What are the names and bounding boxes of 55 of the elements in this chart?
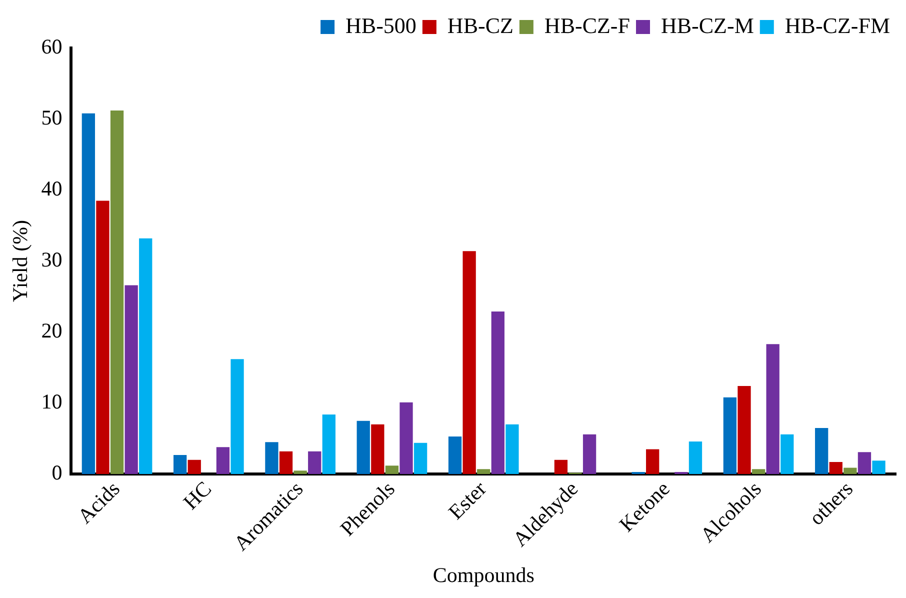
- bar: [400, 402, 413, 474]
- bar: [844, 468, 857, 474]
- y-tick-label: 10: [41, 390, 62, 414]
- y-axis-title: Yield (%): [8, 220, 32, 302]
- y-tick-label: 30: [41, 248, 62, 272]
- bar: [506, 424, 519, 474]
- bar: [414, 442, 428, 474]
- bar: [491, 311, 504, 474]
- bar: [829, 462, 842, 474]
- y-tick-label: 60: [41, 34, 62, 59]
- bar: [858, 452, 872, 474]
- bar: [646, 449, 660, 474]
- bar: [738, 386, 751, 474]
- x-axis-title: Compounds: [432, 562, 534, 587]
- bar: [265, 442, 278, 474]
- bar: [688, 441, 702, 474]
- bar: [582, 434, 596, 474]
- bar: [780, 434, 794, 474]
- bar: [554, 460, 568, 474]
- y-tick-label: 20: [41, 318, 62, 343]
- bar: [723, 397, 737, 474]
- bar: [322, 414, 336, 474]
- y-tick-label: 40: [41, 176, 62, 201]
- bar: [216, 447, 230, 474]
- bar: [632, 472, 645, 474]
- y-tick-label: 50: [41, 106, 62, 130]
- x-tick-label: HC: [178, 476, 216, 514]
- bar: [356, 420, 370, 474]
- bar: [188, 460, 201, 474]
- bar: [385, 466, 399, 474]
- bar: [752, 469, 766, 474]
- legend-label: HB-CZ: [447, 12, 514, 38]
- legend-label: HB-CZ-M: [660, 12, 754, 38]
- bar: [124, 285, 138, 474]
- bar: [462, 251, 476, 474]
- legend-label: HB-500: [346, 12, 416, 38]
- bar: [872, 460, 886, 474]
- bar: [82, 113, 96, 474]
- bar: [477, 469, 490, 474]
- bar: [308, 451, 322, 474]
- bar: [139, 238, 152, 474]
- bar: [96, 200, 110, 474]
- bar: [371, 424, 384, 474]
- bar: [279, 451, 293, 474]
- bar: [294, 470, 307, 474]
- y-tick-label: 0: [52, 460, 62, 485]
- bar: [766, 344, 780, 474]
- bar: [674, 472, 688, 474]
- bar: [448, 436, 462, 474]
- bar: [110, 110, 124, 474]
- legend-label: HB-CZ-F: [544, 12, 630, 38]
- bar: [230, 359, 244, 474]
- bar: [815, 428, 828, 474]
- legend-label: HB-CZ-FM: [784, 12, 890, 38]
- bar: [173, 454, 187, 474]
